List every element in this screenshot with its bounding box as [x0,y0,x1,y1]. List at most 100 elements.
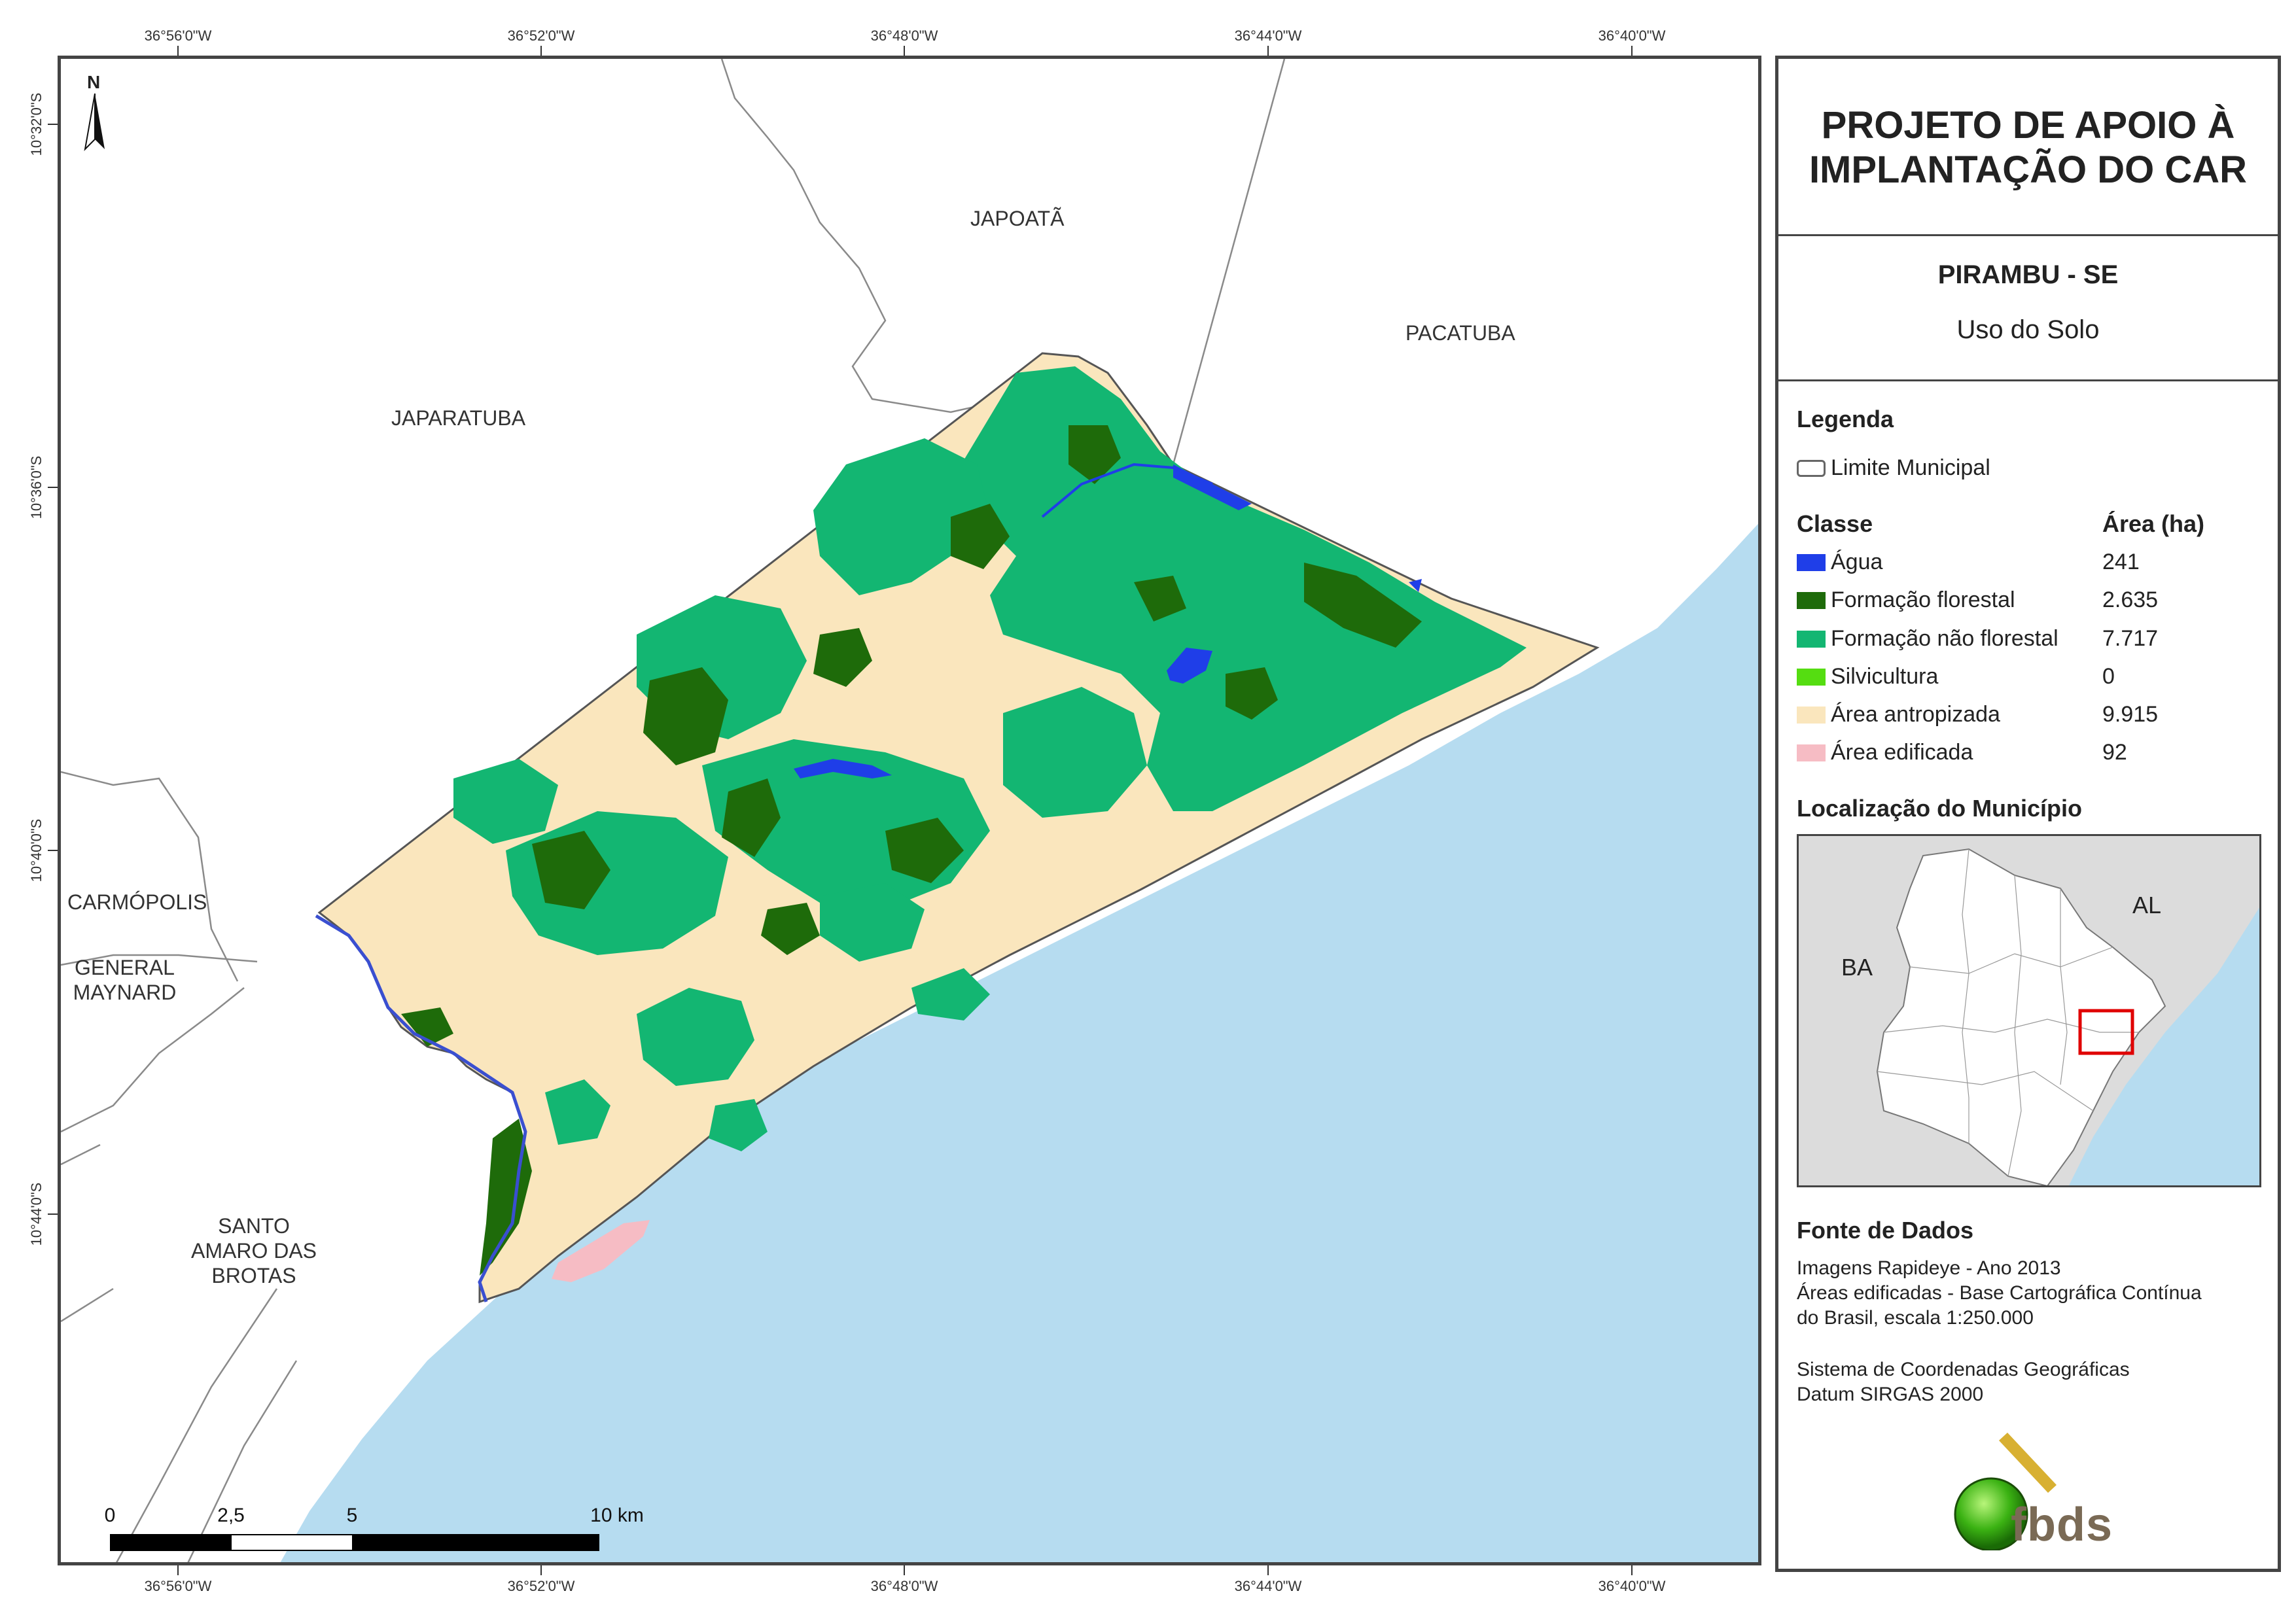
municipality-label: GENERAL MAYNARD [67,955,182,1005]
longitude-label-top: 36°52'0"W [507,27,575,44]
area-edificada [552,1220,650,1282]
inset-location-marker [2078,1009,2134,1055]
limit-label: Limite Municipal [1831,455,1990,480]
legend-class-label: Área edificada [1831,740,1973,765]
scale-bar: 0 2,5 5 10 km [84,1505,644,1551]
crs-line: Datum SIRGAS 2000 [1797,1384,1984,1405]
source-line: do Brasil, escala 1:250.000 [1797,1307,2034,1329]
longitude-label-bottom: 36°40'0"W [1598,1578,1666,1594]
municipality-label-line: BROTAS [211,1264,296,1287]
longitude-label-bottom: 36°56'0"W [144,1578,212,1594]
legend-swatch [1797,744,1826,761]
legend-swatch [1797,669,1826,686]
legend-class-area: 92 [2102,740,2127,765]
legend-swatch [1797,707,1826,724]
longitude-label-top: 36°40'0"W [1598,27,1666,44]
longitude-label-bottom: 36°48'0"W [870,1578,938,1594]
municipality-label: PACATUBA [1405,321,1515,345]
formacao-florestal [401,425,1422,1276]
source-title: Fonte de Dados [1797,1217,1974,1244]
municipality-label: JAPOATÃ [970,207,1065,230]
municipal-boundaries [61,59,1286,1562]
municipality-title: PIRAMBU - SE [1937,260,2119,289]
map-frame[interactable]: JAPOATÃ PACATUBA JAPARATUBA CARMÓPOLIS G… [58,56,1761,1565]
coord-tick [540,1565,542,1575]
coord-tick [48,124,58,125]
latitude-label: 10°36'0"S [28,455,44,519]
legend-class-label: Formação não florestal [1831,626,2058,651]
coord-tick [904,46,905,56]
legend-class-area: 0 [2102,664,2115,689]
limit-swatch [1797,460,1826,477]
municipality-label: CARMÓPOLIS [67,890,207,914]
fbds-logo-icon [1954,1433,2057,1550]
area-header: Área (ha) [2102,510,2205,537]
legend-title: Legenda [1797,406,1894,432]
legend-class-area: 7.717 [2102,626,2159,651]
longitude-label-top: 36°44'0"W [1234,27,1302,44]
longitude-label-bottom: 36°44'0"W [1234,1578,1302,1594]
coord-tick [1631,1565,1633,1575]
scale-segment [230,1534,353,1551]
land-use-map [61,59,1758,1562]
latitude-label: 10°40'0"S [28,818,44,882]
scale-label: 5 [346,1505,358,1526]
panel-divider [1778,379,2278,381]
river [1041,462,1213,518]
theme-title: Uso do Solo [1956,315,2100,344]
source-line: Imagens Rapideye - Ano 2013 [1797,1257,2061,1279]
coord-tick [1267,1565,1269,1575]
longitude-label-bottom: 36°52'0"W [507,1578,575,1594]
location-title: Localização do Município [1797,795,2083,822]
class-header: Classe [1797,510,1873,537]
coord-tick [540,46,542,56]
scale-segment [352,1534,599,1551]
legend-class-area: 241 [2102,550,2140,574]
logo-text: fbds [2011,1499,2113,1551]
project-title: PROJETO DE APOIO À IMPLANTAÇÃO DO CAR [1778,103,2278,192]
project-title-line: IMPLANTAÇÃO DO CAR [1809,148,2248,191]
legend-class-label: Silvicultura [1831,664,1939,689]
municipality-label-line: GENERAL [75,956,175,979]
municipality-label-line: MAYNARD [73,981,177,1004]
longitude-label-top: 36°48'0"W [870,27,938,44]
scale-segment [110,1534,232,1551]
project-title-line: PROJETO DE APOIO À [1821,104,2235,147]
legend-class-label: Água [1831,550,1883,574]
coord-tick [177,46,179,56]
inset-label-ba: BA [1841,954,1873,981]
scale-label: 0 [104,1505,116,1526]
latitude-label: 10°32'0"S [28,92,44,156]
legend-class-area: 2.635 [2102,587,2159,612]
inset-label-al: AL [2132,892,2162,918]
legend-swatch [1797,554,1826,571]
municipality-label-line: SANTO [218,1214,290,1238]
ocean [280,523,1758,1562]
coord-tick [904,1565,905,1575]
scale-label: 2,5 [217,1505,245,1526]
latitude-label: 10°44'0"S [28,1182,44,1246]
north-arrow: N [75,72,115,151]
scale-label: 10 km [590,1505,644,1526]
coord-tick [1267,46,1269,56]
legend-class-label: Área antropizada [1831,702,2000,727]
municipality-label-line: AMARO DAS [190,1239,317,1263]
coord-tick [1631,46,1633,56]
info-panel: PROJETO DE APOIO À IMPLANTAÇÃO DO CAR PI… [1775,56,2281,1572]
inset-map-graphic [1876,848,2259,1185]
coord-tick [48,850,58,851]
sergipe-state [1876,848,2166,1185]
municipality-label: SANTO AMARO DAS BROTAS [188,1213,319,1288]
coord-tick [48,1213,58,1215]
north-label: N [87,72,101,92]
legend-swatch [1797,631,1826,648]
north-arrow-icon [84,93,105,151]
location-inset-map: AL BA [1797,834,2261,1187]
municipality-label: JAPARATUBA [391,406,526,430]
coord-tick [48,487,58,488]
legend-class-area: 9.915 [2102,702,2159,727]
longitude-label-top: 36°56'0"W [144,27,212,44]
crs-line: Sistema de Coordenadas Geográficas [1797,1359,2130,1380]
source-line: Áreas edificadas - Base Cartográfica Con… [1797,1282,2202,1304]
panel-divider [1778,234,2278,236]
